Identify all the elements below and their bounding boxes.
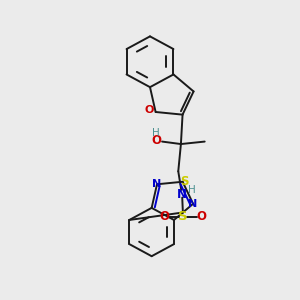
Text: H: H — [152, 128, 160, 138]
Text: N: N — [152, 179, 162, 189]
Text: S: S — [180, 175, 188, 188]
Text: O: O — [151, 134, 161, 148]
Text: S: S — [178, 210, 188, 223]
Text: O: O — [160, 210, 170, 223]
Text: N: N — [177, 188, 187, 201]
Text: N: N — [188, 199, 198, 209]
Text: O: O — [145, 105, 154, 116]
Text: H: H — [188, 185, 195, 195]
Text: O: O — [196, 210, 206, 223]
